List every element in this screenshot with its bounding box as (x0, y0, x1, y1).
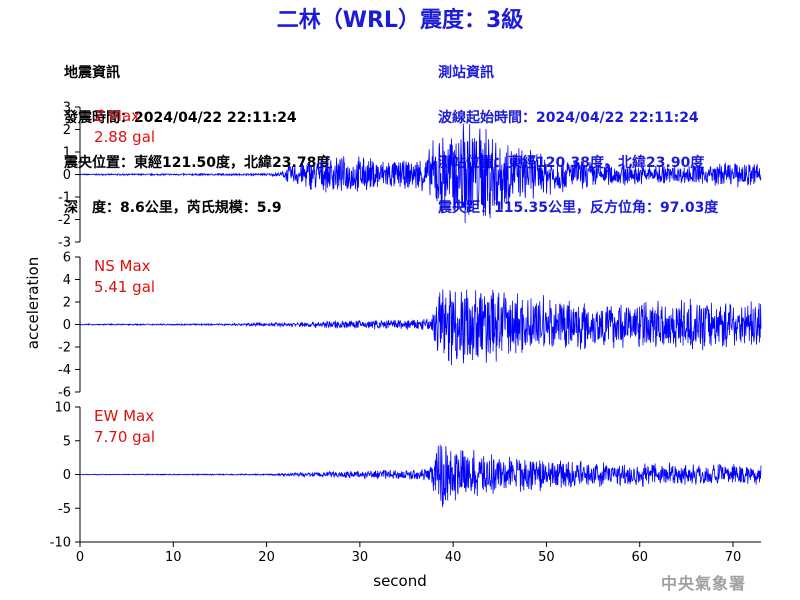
z-y-tick-label: -1 (58, 191, 71, 206)
ns-max-value: 5.41 gal (94, 278, 155, 296)
ns-y-tick-label: 6 (63, 251, 71, 266)
x-tick-label: 50 (538, 550, 555, 565)
ew-y-tick-label: -10 (50, 536, 71, 551)
z-y-tick-label: 2 (63, 123, 71, 138)
x-axis-label: second (373, 572, 427, 590)
z-y-tick-label: -2 (58, 213, 71, 228)
z-y-tick-label: -3 (58, 236, 71, 251)
agency-label: 中央氣象署 (660, 574, 746, 593)
ew-y-tick-label: 0 (63, 468, 71, 483)
ew-y-tick-label: -5 (58, 502, 71, 517)
earthquake-info: 地震資訊 發震時間：2024/04/22 22:11:24 震央位置：東經121… (64, 36, 330, 231)
z-y-tick-label: 3 (63, 101, 71, 116)
ew-max-label: EW Max (94, 407, 154, 425)
ns-y-tick-label: 2 (63, 296, 71, 311)
station-info: 測站資訊 波線起始時間：2024/04/22 22:11:24 測站位置：東經1… (438, 36, 718, 231)
z-max-value: 2.88 gal (94, 128, 155, 146)
ns-y-tick-label: -4 (58, 363, 71, 378)
z-max-label: Z Max (94, 107, 140, 125)
ew-waveform (79, 444, 762, 508)
z-waveform (79, 123, 762, 223)
page-title: 二林（WRL）震度：3級 (276, 8, 524, 33)
station-info-heading: 測站資訊 (438, 65, 494, 81)
depth-magnitude: 深 度：8.6公里，芮氏規模：5.9 (64, 200, 282, 216)
z-y-tick-label: 0 (63, 168, 71, 183)
ew-y-tick-label: 5 (63, 434, 71, 449)
x-tick-label: 30 (352, 550, 369, 565)
x-tick-label: 60 (631, 550, 648, 565)
z-y-tick-label: 1 (63, 146, 71, 161)
x-tick-label: 20 (258, 550, 275, 565)
ew-y-tick-label: 10 (54, 401, 71, 416)
x-tick-label: 70 (725, 550, 742, 565)
epicentral-distance: 震央距：115.35公里，反方位角：97.03度 (438, 200, 719, 216)
x-tick-label: 10 (165, 550, 182, 565)
epicenter-location: 震央位置：東經121.50度，北緯23.78度 (64, 155, 331, 171)
ns-max-label: NS Max (94, 257, 151, 275)
ns-y-tick-label: 4 (63, 273, 71, 288)
y-axis-label: acceleration (24, 257, 42, 349)
x-tick-label: 0 (76, 550, 84, 565)
ns-y-tick-label: -6 (58, 386, 71, 401)
wave-start-time: 波線起始時間：2024/04/22 22:11:24 (438, 110, 699, 126)
origin-time: 發震時間：2024/04/22 22:11:24 (64, 110, 297, 126)
x-tick-label: 40 (445, 550, 462, 565)
earthquake-info-heading: 地震資訊 (64, 65, 120, 81)
ew-max-value: 7.70 gal (94, 428, 155, 446)
ns-y-tick-label: -2 (58, 341, 71, 356)
ns-y-tick-label: 0 (63, 318, 71, 333)
ns-waveform (79, 289, 762, 366)
